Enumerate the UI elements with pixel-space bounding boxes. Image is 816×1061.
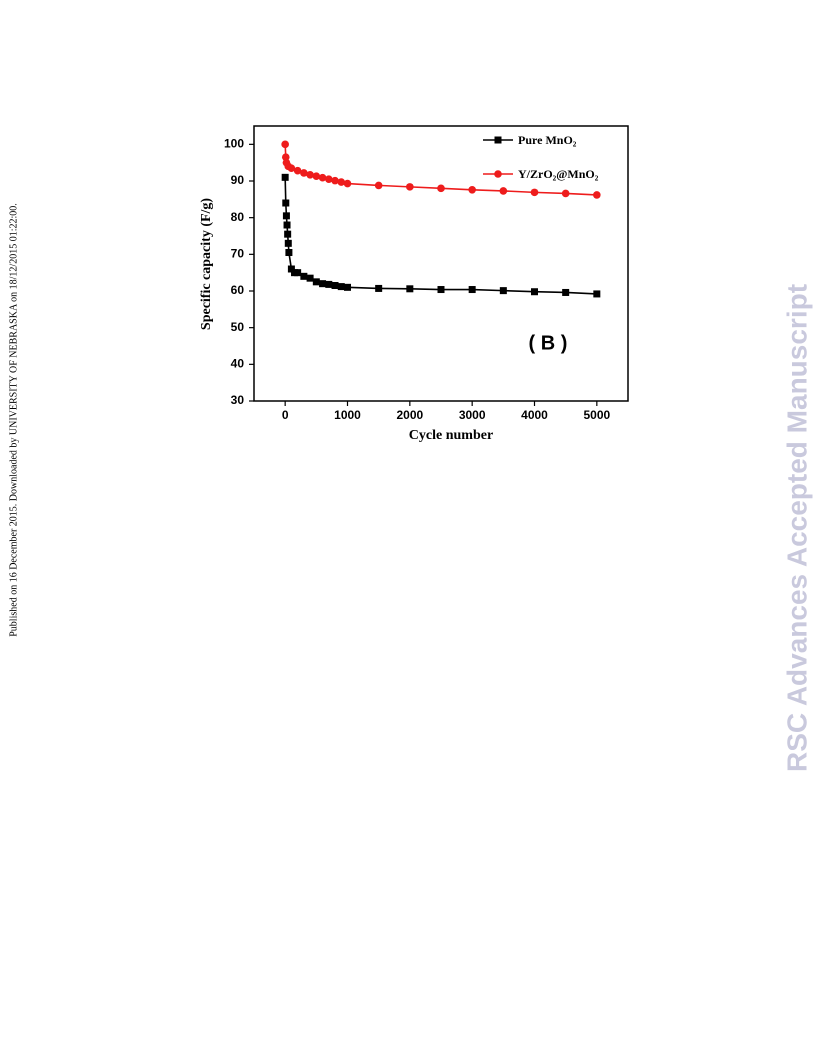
legend-label: Pure MnO₂ [518, 133, 577, 147]
y-tick-label: 80 [231, 210, 245, 224]
data-point [281, 173, 289, 181]
data-point [375, 284, 383, 292]
data-point [593, 191, 601, 199]
y-tick-label: 30 [231, 393, 245, 407]
series-line [284, 177, 597, 295]
data-point [285, 249, 293, 256]
legend-label: Y/ZrO₂@MnO₂ [518, 167, 599, 181]
data-point [300, 169, 308, 177]
side-note: Published on 16 December 2015. Downloade… [8, 203, 19, 637]
data-point [374, 181, 383, 190]
data-point [499, 287, 507, 295]
data-point [282, 212, 290, 220]
data-point [325, 280, 333, 288]
data-point [282, 199, 290, 207]
data-point [437, 286, 445, 294]
x-tick-label: 4000 [521, 408, 548, 422]
y-axis-label: Specific capacity (F/g) [199, 198, 214, 331]
watermark: RSC Advances Accepted Manuscript [781, 284, 812, 772]
x-axis-label: Cycle number [409, 428, 493, 443]
data-point [337, 178, 346, 186]
data-point [283, 221, 291, 229]
data-point [561, 189, 570, 198]
data-point [468, 186, 476, 194]
data-point [319, 280, 327, 288]
data-point [325, 175, 333, 183]
data-point [406, 285, 414, 293]
y-tick-label: 90 [231, 173, 245, 187]
data-point [562, 288, 570, 296]
y-tick-label: 40 [231, 357, 245, 371]
x-tick-label: 5000 [583, 408, 610, 422]
annotation: ( B ) [529, 332, 568, 354]
data-point [294, 269, 302, 277]
data-point [284, 239, 292, 247]
y-tick-label: 60 [231, 283, 245, 297]
y-tick-label: 50 [231, 320, 245, 334]
y-tick-label: 100 [224, 137, 244, 151]
legend-marker [494, 170, 502, 178]
data-point [287, 265, 295, 273]
data-point [331, 282, 339, 289]
legend-marker [494, 136, 502, 144]
data-point [281, 153, 290, 161]
x-tick-label: 1000 [334, 408, 361, 422]
data-point [312, 172, 321, 181]
x-tick-label: 3000 [459, 408, 486, 422]
data-point [312, 278, 320, 286]
data-point [343, 179, 352, 188]
data-point [306, 274, 314, 282]
data-point [337, 283, 345, 291]
data-point [531, 288, 538, 296]
data-point [331, 176, 339, 185]
data-point [499, 187, 508, 195]
data-point [300, 272, 308, 280]
x-tick-label: 0 [282, 408, 289, 422]
y-tick-label: 70 [231, 247, 245, 261]
data-point [468, 286, 476, 294]
data-point [293, 166, 302, 175]
data-point [287, 164, 296, 172]
data-point [344, 283, 351, 291]
data-point [306, 170, 314, 179]
data-point [284, 230, 292, 238]
chart: Cycle number Specific capacity (F/g) ( B… [199, 125, 629, 443]
data-point [530, 188, 539, 197]
x-tick-label: 2000 [396, 408, 423, 422]
data-point [593, 290, 601, 298]
plot-frame [253, 125, 629, 402]
data-point [406, 183, 414, 191]
data-point [437, 184, 445, 193]
data-point [281, 140, 289, 149]
data-point [318, 173, 327, 182]
